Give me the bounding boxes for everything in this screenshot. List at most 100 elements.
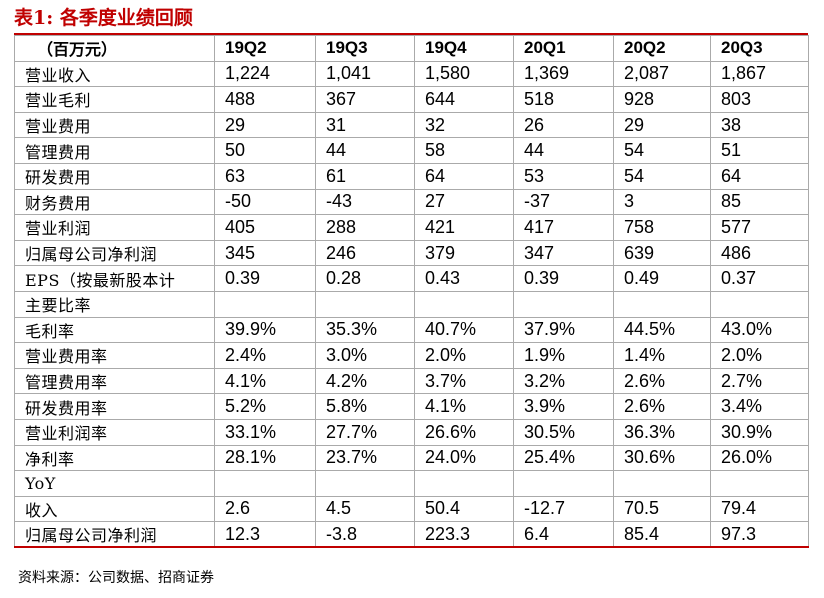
cell-value: 53 [513, 162, 614, 190]
cell-value: 345 [214, 239, 316, 267]
cell-value: 64 [710, 162, 809, 190]
cell-value: 36.3% [613, 418, 711, 446]
row-label: 主要比率 [14, 290, 215, 318]
cell-value: 30.5% [513, 418, 614, 446]
cell-value: 4.1% [214, 367, 316, 395]
row-label: 净利率 [14, 444, 215, 472]
table-body: 营业收入 1,224 1,041 1,580 1,369 2,087 1,867 营业毛利 48… [14, 60, 809, 549]
cell-value: 51 [710, 137, 809, 164]
cell-value: 30.6% [613, 444, 711, 472]
cell-value: 43.0% [710, 316, 809, 344]
cell-value: -50 [214, 188, 316, 216]
cell-value: 1.4% [613, 342, 711, 369]
column-header: 19Q3 [315, 35, 415, 62]
cell-value: 58 [414, 137, 514, 164]
cell-value: 44.5% [613, 316, 711, 344]
column-header: 20Q2 [613, 35, 711, 62]
cell-value: 50 [214, 137, 316, 164]
cell-value: 0.37 [710, 265, 809, 292]
cell-value: 1,580 [414, 60, 514, 88]
table-row: 管理费用率 4.1% 4.2% 3.7% 3.2% 2.6% 2.7% [14, 367, 809, 395]
cell-value: 61 [315, 162, 415, 190]
cell-value: 0.39 [513, 265, 614, 292]
cell-value: 223.3 [414, 521, 514, 549]
cell-value: 54 [613, 137, 711, 164]
source-note: 资料来源：公司数据、招商证券 [18, 570, 214, 586]
cell-value: 2.0% [414, 342, 514, 369]
row-label: 财务费用 [14, 188, 215, 216]
cell-value: 97.3 [710, 521, 809, 549]
unit-label: （百万元） [14, 35, 215, 62]
row-label: 营业利润率 [14, 418, 215, 446]
row-label: 管理费用率 [14, 367, 215, 395]
cell-value: 3.9% [513, 393, 614, 420]
cell-value [613, 290, 711, 318]
row-label: 研发费用 [14, 162, 215, 190]
row-label: EPS（按最新股本计 [14, 265, 215, 292]
table-row: 研发费用率 5.2% 5.8% 4.1% 3.9% 2.6% 3.4% [14, 393, 809, 420]
cell-value [214, 470, 316, 497]
table-row: 收入 2.6 4.5 50.4 -12.7 70.5 79.4 [14, 495, 809, 523]
cell-value: 54 [613, 162, 711, 190]
cell-value: 6.4 [513, 521, 614, 549]
cell-value: 32 [414, 111, 514, 139]
cell-value: 2.6% [613, 367, 711, 395]
table-row: 营业收入 1,224 1,041 1,580 1,369 2,087 1,867 [14, 60, 809, 88]
row-label: 营业收入 [14, 60, 215, 88]
row-label: 归属母公司净利润 [14, 521, 215, 549]
cell-value: 26.0% [710, 444, 809, 472]
cell-value: 288 [315, 214, 415, 241]
cell-value: 758 [613, 214, 711, 241]
cell-value: -3.8 [315, 521, 415, 549]
cell-value: 50.4 [414, 495, 514, 523]
table-row: 营业费用 29 31 32 26 29 38 [14, 111, 809, 139]
table-row: 净利率 28.1% 23.7% 24.0% 25.4% 30.6% 26.0% [14, 444, 809, 472]
cell-value: 639 [613, 239, 711, 267]
cell-value: 0.49 [613, 265, 711, 292]
cell-value: 64 [414, 162, 514, 190]
cell-value: 3.0% [315, 342, 415, 369]
cell-value: 2.4% [214, 342, 316, 369]
cell-value [513, 470, 614, 497]
cell-value [710, 470, 809, 497]
table-row: 营业利润率 33.1% 27.7% 26.6% 30.5% 36.3% 30.9% [14, 418, 809, 446]
header-row: （百万元） 19Q2 19Q3 19Q4 20Q1 20Q2 20Q3 [14, 35, 809, 62]
cell-value: 2.6% [613, 393, 711, 420]
column-header: 19Q2 [214, 35, 316, 62]
cell-value: 1,369 [513, 60, 614, 88]
cell-value: 928 [613, 86, 711, 113]
table-row: 主要比率 [14, 290, 809, 318]
cell-value: 0.43 [414, 265, 514, 292]
cell-value: 26 [513, 111, 614, 139]
cell-value: 1,224 [214, 60, 316, 88]
row-label: 收入 [14, 495, 215, 523]
row-label: 营业费用 [14, 111, 215, 139]
row-label: YoY [14, 470, 215, 497]
table-row: EPS（按最新股本计 0.39 0.28 0.43 0.39 0.49 0.37 [14, 265, 809, 292]
cell-value: 12.3 [214, 521, 316, 549]
cell-value: 1.9% [513, 342, 614, 369]
title-rule [14, 33, 808, 35]
cell-value: 644 [414, 86, 514, 113]
cell-value: 5.2% [214, 393, 316, 420]
table-row: 研发费用 63 61 64 53 54 64 [14, 162, 809, 190]
cell-value: 379 [414, 239, 514, 267]
cell-value [414, 470, 514, 497]
cell-value: 421 [414, 214, 514, 241]
cell-value: 488 [214, 86, 316, 113]
row-label: 营业毛利 [14, 86, 215, 113]
cell-value: 24.0% [414, 444, 514, 472]
cell-value: 3.4% [710, 393, 809, 420]
row-label: 归属母公司净利润 [14, 239, 215, 267]
cell-value: 39.9% [214, 316, 316, 344]
cell-value: 37.9% [513, 316, 614, 344]
table-title: 表1: 各季度业绩回顾 [14, 7, 193, 29]
table-row: 毛利率 39.9% 35.3% 40.7% 37.9% 44.5% 43.0% [14, 316, 809, 344]
cell-value: 29 [613, 111, 711, 139]
table-row: 归属母公司净利润 12.3 -3.8 223.3 6.4 85.4 97.3 [14, 521, 809, 549]
cell-value: 79.4 [710, 495, 809, 523]
table-row: 营业毛利 488 367 644 518 928 803 [14, 86, 809, 113]
cell-value [414, 290, 514, 318]
table-row: YoY [14, 470, 809, 497]
cell-value: 367 [315, 86, 415, 113]
